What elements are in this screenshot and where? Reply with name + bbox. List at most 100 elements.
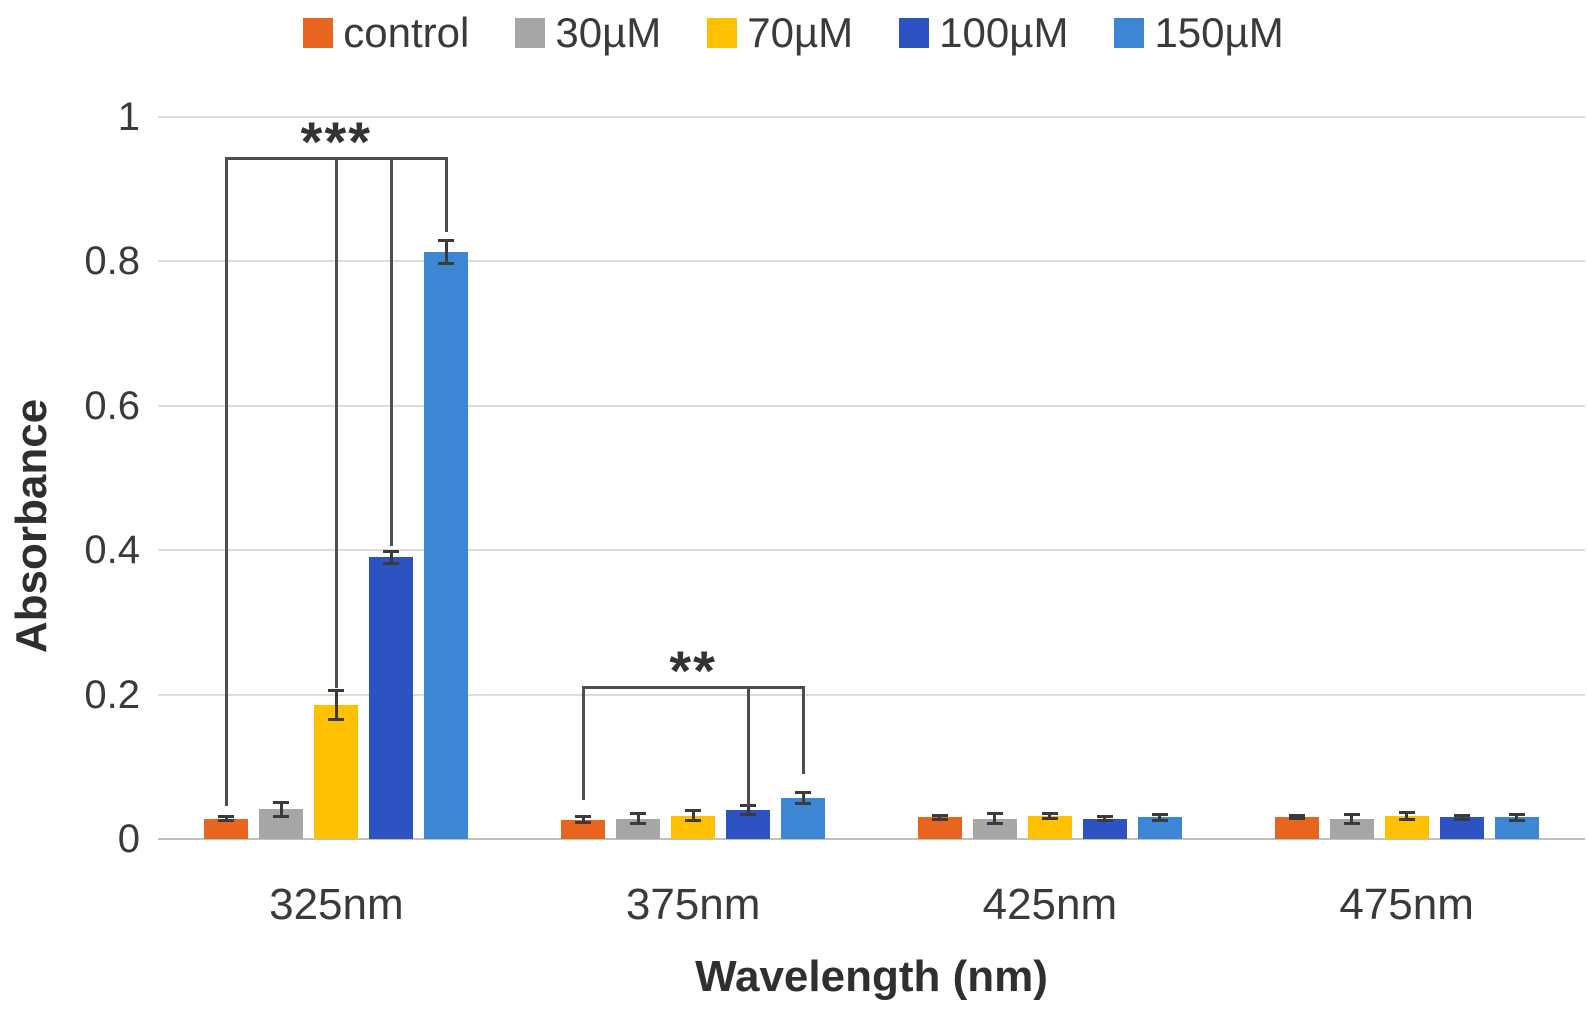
significance-bracket-drop	[801, 687, 805, 774]
bar-30µM-425nm	[972, 818, 1017, 839]
error-bar	[993, 813, 997, 824]
error-bar-cap	[273, 815, 290, 819]
error-bar	[1515, 814, 1519, 821]
error-bar-cap	[1096, 815, 1113, 819]
legend-label: 30µM	[555, 9, 662, 56]
bar-100µM-475nm	[1439, 817, 1484, 839]
error-bar-cap	[685, 819, 702, 823]
bar-control-425nm	[917, 817, 962, 839]
y-tick-label: 0	[117, 817, 140, 861]
significance-bracket-drop	[444, 158, 448, 232]
error-bar	[389, 551, 393, 564]
y-tick-label: 1	[117, 95, 140, 139]
error-bar-cap	[1343, 812, 1360, 816]
gridline	[158, 116, 1585, 118]
error-bar-cap	[795, 790, 812, 794]
error-bar	[334, 690, 338, 720]
error-bar-cap	[1508, 812, 1525, 816]
legend-label: 70µM	[747, 9, 854, 56]
legend-label: 150µM	[1154, 9, 1284, 56]
bar-30µM-475nm	[1329, 818, 1374, 839]
error-bar	[1048, 813, 1052, 819]
error-bar-cap	[328, 718, 345, 722]
legend-item-30µM: 30µM	[515, 12, 661, 54]
error-bar	[1103, 816, 1107, 821]
error-bar-cap	[630, 822, 647, 826]
significance-bracket-drop	[581, 687, 585, 800]
x-category-label: 325nm	[269, 880, 404, 929]
error-bar	[581, 816, 585, 823]
significance-stars: ***	[300, 110, 373, 174]
error-bar-cap	[1398, 818, 1415, 821]
error-bar-cap	[931, 818, 948, 821]
error-bar	[1158, 814, 1162, 821]
error-bar-cap	[218, 819, 235, 823]
error-bar-cap	[1343, 821, 1360, 825]
significance-stars: **	[669, 639, 717, 703]
error-bar	[1350, 814, 1354, 824]
legend-item-100µM: 100µM	[899, 12, 1068, 54]
error-bar	[691, 810, 695, 821]
error-bar-cap	[1041, 817, 1058, 821]
error-bar	[1405, 812, 1409, 820]
bar-control-475nm	[1274, 817, 1319, 839]
error-bar-cap	[1041, 811, 1058, 815]
error-bar-cap	[1151, 818, 1168, 822]
error-bar	[444, 240, 448, 264]
gridline	[158, 693, 1585, 696]
gridline	[158, 260, 1585, 263]
legend-label: 100µM	[939, 9, 1069, 56]
error-bar-cap	[1453, 818, 1470, 821]
y-tick-label: 0.8	[84, 239, 140, 284]
legend-swatch-icon	[899, 18, 930, 48]
bar-100µM-325nm	[369, 557, 414, 839]
significance-bracket-drop	[746, 687, 750, 806]
bar-70µM-375nm	[671, 815, 716, 839]
error-bar-cap	[1398, 810, 1415, 814]
legend-item-70µM: 70µM	[707, 12, 853, 54]
legend-swatch-icon	[707, 18, 738, 48]
error-bar-cap	[630, 812, 647, 816]
bar-100µM-425nm	[1082, 818, 1127, 839]
error-bar	[746, 805, 750, 815]
error-bar	[636, 813, 640, 824]
error-bar-cap	[218, 815, 235, 819]
x-axis-title: Wavelength (nm)	[695, 952, 1048, 1001]
bar-control-325nm	[204, 818, 249, 839]
x-category-label: 425nm	[982, 880, 1118, 929]
error-bar-cap	[986, 812, 1003, 816]
error-bar-cap	[575, 820, 592, 824]
error-bar-cap	[1453, 813, 1470, 817]
error-bar	[1460, 815, 1464, 820]
y-tick-label: 0.4	[84, 528, 140, 573]
significance-bracket-drop	[389, 158, 393, 546]
significance-bracket-line	[581, 685, 805, 689]
error-bar-cap	[1151, 812, 1168, 816]
chart-legend: control 30µM 70µM 100µM 150µM	[0, 12, 1587, 54]
significance-bracket-drop	[224, 158, 228, 806]
error-bar-cap	[1096, 819, 1113, 823]
significance-bracket-drop	[334, 158, 338, 689]
error-bar-cap	[438, 262, 455, 266]
x-category-label: 375nm	[625, 880, 761, 929]
error-bar-cap	[575, 815, 592, 819]
bar-70µM-475nm	[1384, 815, 1429, 839]
gridline	[158, 549, 1585, 552]
error-bar-cap	[1288, 814, 1305, 818]
error-bar	[801, 792, 805, 804]
y-tick-label: 0.6	[84, 383, 140, 428]
error-bar-cap	[328, 689, 345, 693]
bar-30µM-375nm	[616, 818, 661, 839]
error-bar	[938, 815, 942, 820]
bar-70µM-325nm	[314, 705, 359, 839]
legend-label: control	[343, 9, 470, 56]
error-bar-cap	[383, 550, 400, 554]
error-bar	[224, 816, 228, 821]
x-axis-baseline	[158, 838, 1585, 840]
bar-150µM-325nm	[424, 252, 469, 839]
legend-swatch-icon	[515, 18, 546, 48]
gridline	[158, 404, 1585, 407]
error-bar-cap	[931, 813, 948, 817]
error-bar-cap	[986, 822, 1003, 826]
